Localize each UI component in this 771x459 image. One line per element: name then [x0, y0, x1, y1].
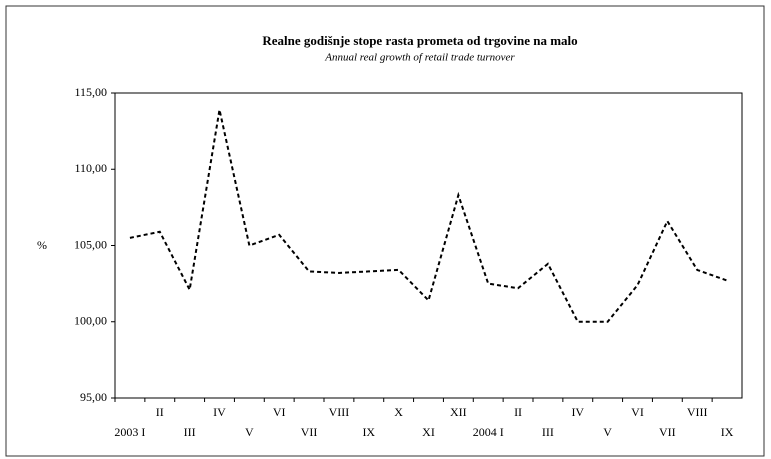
- y-tick-label: 115,00: [74, 85, 107, 99]
- y-axis-label: %: [37, 238, 47, 252]
- x-tick-label: VII: [301, 425, 318, 439]
- x-tick-label: VIII: [687, 405, 708, 419]
- data-line: [129, 109, 728, 323]
- y-tick-label: 110,00: [74, 161, 107, 175]
- x-tick-label: III: [184, 425, 196, 439]
- x-tick-label: IV: [213, 405, 226, 419]
- x-tick-label: III: [542, 425, 554, 439]
- x-tick-label: 2004 I: [473, 425, 504, 439]
- x-tick-label: V: [603, 425, 612, 439]
- x-tick-label: VI: [631, 405, 644, 419]
- x-tick-label: V: [245, 425, 254, 439]
- x-tick-label: IV: [571, 405, 584, 419]
- x-tick-label: 2003 I: [114, 425, 145, 439]
- y-tick-label: 95,00: [80, 390, 107, 404]
- x-tick-label: VIII: [329, 405, 350, 419]
- x-tick-label: IX: [721, 425, 734, 439]
- x-tick-label: II: [156, 405, 164, 419]
- chart-subtitle: Annual real growth of retail trade turno…: [324, 52, 515, 64]
- y-tick-label: 105,00: [74, 237, 107, 251]
- x-tick-label: XI: [422, 425, 435, 439]
- frame: [5, 5, 765, 457]
- x-tick-label: IX: [362, 425, 375, 439]
- x-tick-label: II: [514, 405, 522, 419]
- x-tick-label: VI: [273, 405, 286, 419]
- y-tick-label: 100,00: [74, 314, 107, 328]
- x-tick-label: XII: [450, 405, 467, 419]
- x-tick-label: X: [394, 405, 403, 419]
- plot-area: [114, 92, 743, 399]
- x-tick-label: VII: [659, 425, 676, 439]
- chart-title: Realne godišnje stope rasta prometa od t…: [262, 33, 577, 48]
